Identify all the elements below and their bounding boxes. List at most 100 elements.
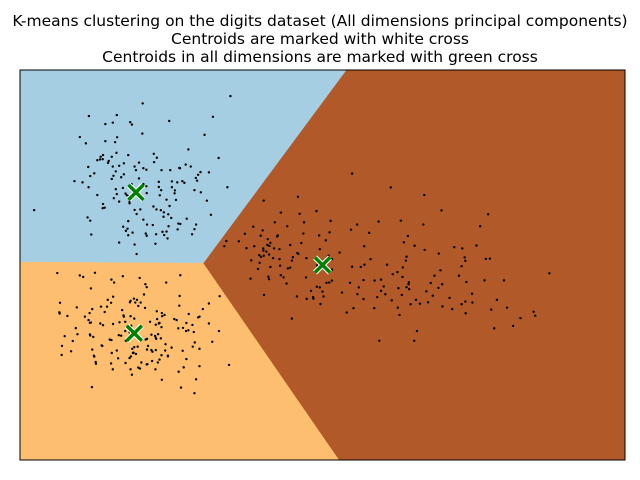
- data-point: [433, 274, 436, 277]
- data-point: [194, 176, 197, 180]
- data-point: [158, 358, 161, 361]
- data-point: [423, 248, 426, 252]
- data-point: [199, 191, 203, 194]
- data-point: [425, 290, 428, 293]
- data-point: [98, 158, 102, 161]
- data-point: [122, 314, 125, 317]
- data-point: [167, 213, 170, 216]
- data-point: [152, 152, 155, 156]
- data-point: [170, 186, 174, 189]
- data-point: [262, 247, 265, 250]
- data-point: [325, 281, 328, 284]
- data-point: [166, 354, 170, 357]
- data-point: [193, 227, 196, 231]
- data-point: [89, 287, 93, 290]
- data-point: [159, 188, 163, 192]
- data-point: [125, 194, 129, 197]
- data-point: [463, 256, 466, 259]
- data-point: [131, 231, 134, 234]
- data-point: [168, 119, 171, 123]
- data-point: [148, 320, 152, 323]
- data-point: [285, 282, 288, 285]
- data-point: [286, 225, 289, 228]
- data-point: [109, 362, 113, 365]
- data-point: [145, 168, 148, 171]
- data-point: [187, 148, 190, 151]
- data-point: [115, 151, 118, 155]
- data-point: [379, 289, 383, 293]
- data-point: [262, 199, 265, 202]
- data-point: [167, 225, 170, 228]
- data-point: [189, 165, 192, 168]
- data-point: [209, 213, 213, 216]
- data-point: [181, 326, 185, 330]
- data-point: [124, 320, 127, 323]
- data-point: [164, 343, 167, 346]
- data-point: [207, 322, 211, 325]
- data-point: [376, 295, 379, 299]
- data-point: [134, 352, 138, 356]
- data-point: [112, 281, 116, 284]
- data-point: [87, 114, 91, 118]
- data-point: [159, 337, 163, 340]
- data-point: [160, 325, 163, 329]
- data-point: [478, 225, 482, 228]
- data-point: [115, 113, 119, 117]
- data-point: [124, 192, 127, 195]
- data-point: [155, 156, 158, 159]
- data-point: [99, 305, 103, 308]
- data-point: [135, 298, 139, 302]
- data-point: [132, 351, 135, 354]
- data-point: [87, 318, 90, 322]
- centroid-marker-1: [126, 182, 146, 202]
- data-point: [291, 256, 295, 259]
- data-point: [398, 313, 401, 317]
- data-point: [184, 329, 188, 333]
- data-point: [362, 278, 365, 282]
- data-point: [405, 255, 408, 258]
- data-point: [218, 295, 221, 298]
- data-point: [127, 219, 130, 223]
- data-point: [101, 202, 105, 206]
- data-point: [89, 174, 92, 178]
- data-point: [56, 271, 59, 275]
- data-point: [162, 215, 165, 218]
- data-point: [175, 318, 178, 322]
- data-point: [117, 164, 121, 167]
- data-point: [150, 359, 154, 363]
- data-point: [290, 259, 294, 262]
- data-point: [440, 209, 443, 212]
- data-point: [272, 247, 276, 250]
- chart-title-line-2: Centroids are marked with white cross: [171, 30, 469, 48]
- data-point: [91, 307, 94, 311]
- data-point: [243, 232, 247, 235]
- data-point: [145, 191, 148, 195]
- data-point: [345, 311, 348, 314]
- data-point: [154, 242, 157, 245]
- data-point: [309, 289, 313, 293]
- data-point: [161, 230, 164, 234]
- data-point: [262, 293, 266, 297]
- data-point: [110, 278, 113, 281]
- data-point: [464, 300, 467, 303]
- data-point: [185, 217, 188, 220]
- data-point: [121, 225, 125, 228]
- data-point: [132, 297, 136, 300]
- data-point: [176, 228, 179, 231]
- data-point: [505, 306, 509, 309]
- data-point: [170, 346, 173, 349]
- data-point: [470, 292, 474, 295]
- data-point: [139, 301, 142, 304]
- data-point: [437, 252, 440, 255]
- data-point: [81, 181, 84, 184]
- data-point: [103, 310, 106, 314]
- data-point: [114, 170, 117, 173]
- data-point: [315, 285, 318, 288]
- data-point: [414, 298, 418, 302]
- data-point: [133, 317, 136, 320]
- data-point: [124, 361, 127, 365]
- data-point: [211, 340, 214, 343]
- data-point: [94, 362, 98, 365]
- data-point: [146, 363, 149, 366]
